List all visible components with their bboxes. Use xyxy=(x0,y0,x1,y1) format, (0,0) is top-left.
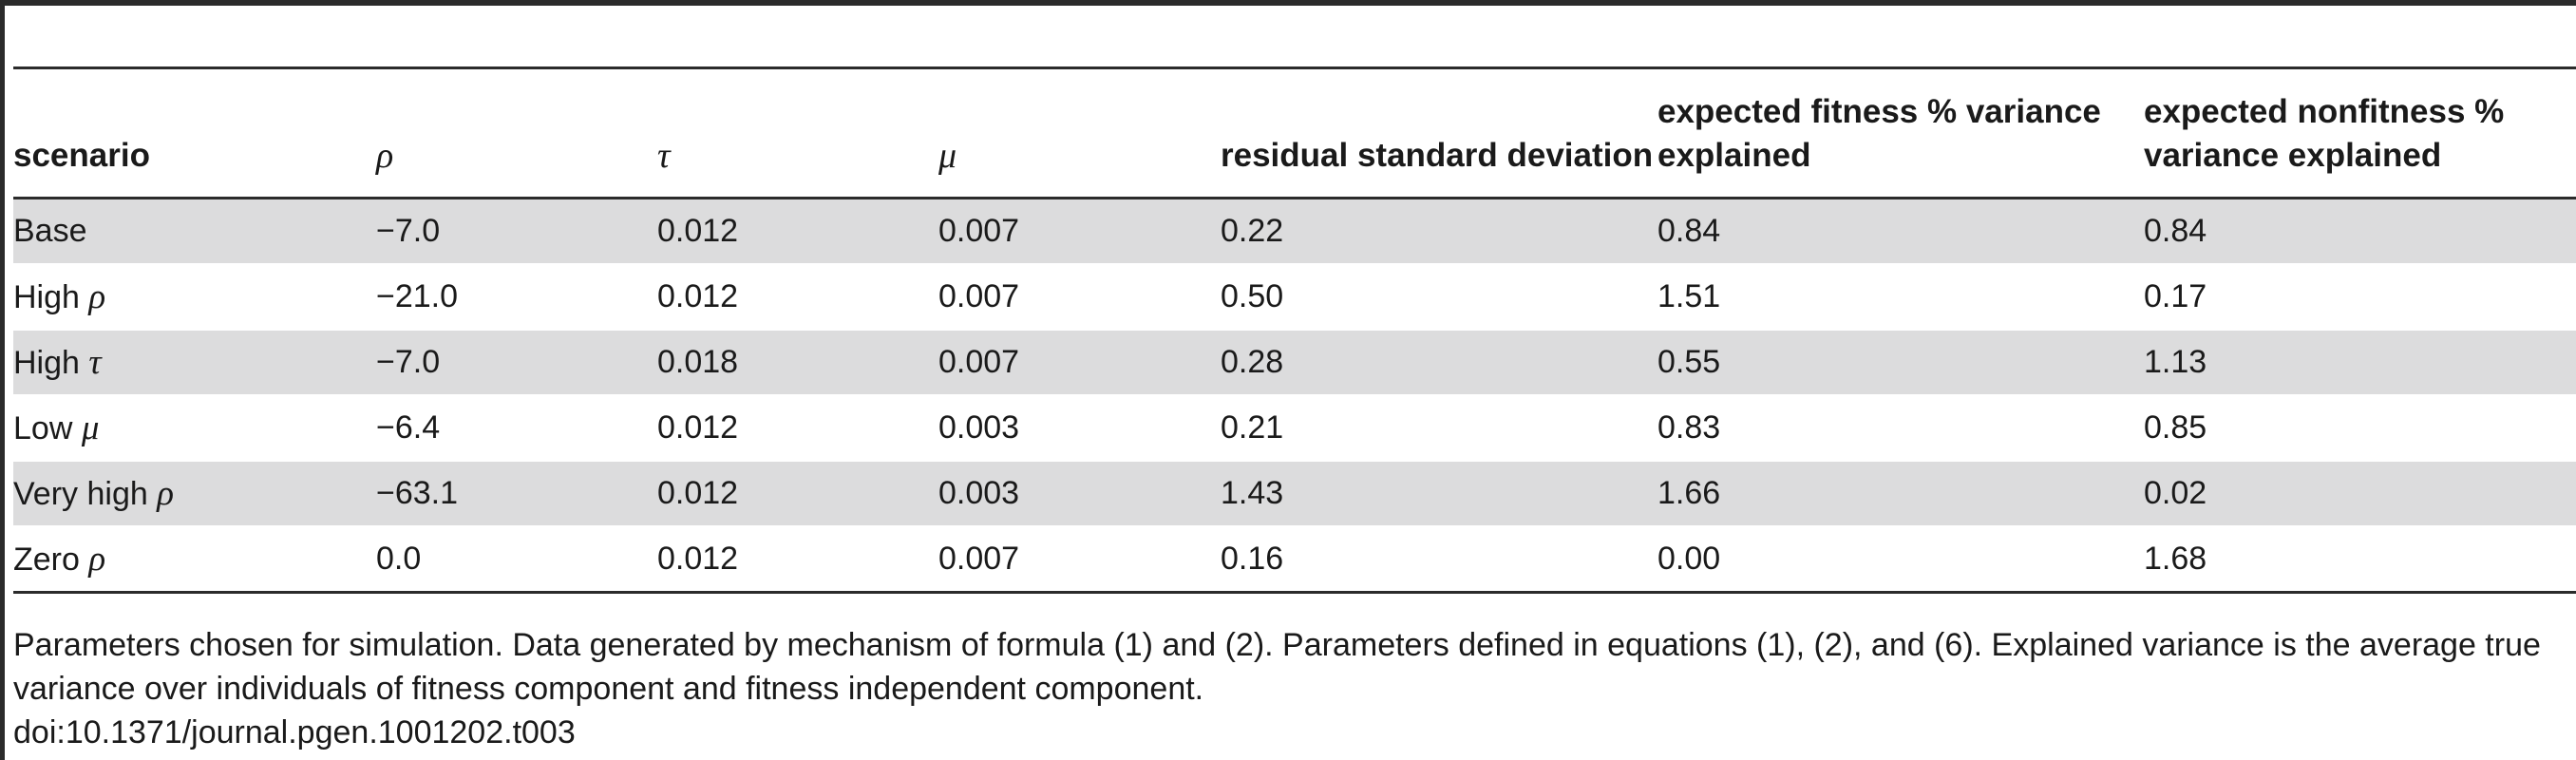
table-row: High τ −7.0 0.018 0.007 0.28 0.55 1.13 xyxy=(13,330,2576,395)
cell-scenario: Zero ρ xyxy=(13,540,106,579)
cell-fitness-variance: 1.51 xyxy=(1657,278,1721,314)
greek-symbol: μ xyxy=(81,408,100,447)
header-residual-sd: residual standard deviation xyxy=(1221,137,1654,174)
cell-mu: 0.003 xyxy=(938,461,1221,526)
cell-scenario: High ρ xyxy=(13,277,106,316)
simulation-parameters-table: scenario ρ τ μ residual standard deviati… xyxy=(13,66,2576,594)
cell-tau: 0.012 xyxy=(657,198,938,264)
cell-residual-sd: 0.16 xyxy=(1221,541,1284,577)
cell-residual-sd: 0.22 xyxy=(1221,198,1657,264)
table-header-row: scenario ρ τ μ residual standard deviati… xyxy=(13,67,2576,199)
cell-scenario: Very high ρ xyxy=(13,461,376,526)
cell-mu: 0.003 xyxy=(938,409,1020,446)
cell-tau: 0.012 xyxy=(657,461,938,526)
cell-scenario: Base xyxy=(13,198,376,264)
cell-rho: −7.0 xyxy=(376,330,657,395)
cell-tau: 0.018 xyxy=(657,330,938,395)
table-row: Very high ρ −63.1 0.012 0.003 1.43 1.66 … xyxy=(13,461,2576,526)
cell-residual-sd: 0.28 xyxy=(1221,330,1657,395)
cell-nonfitness-variance: 0.85 xyxy=(2144,409,2207,446)
table-footnote: Parameters chosen for simulation. Data g… xyxy=(13,627,2541,707)
cell-rho: −63.1 xyxy=(376,461,657,526)
header-fitness-variance: expected fitness % variance explained xyxy=(1657,93,2101,174)
cell-nonfitness-variance: 1.68 xyxy=(2144,541,2207,577)
greek-symbol: τ xyxy=(88,343,102,382)
top-border xyxy=(0,0,2576,6)
cell-fitness-variance: 0.00 xyxy=(1657,541,1721,577)
cell-nonfitness-variance: 0.17 xyxy=(2144,278,2207,314)
cell-fitness-variance: 0.83 xyxy=(1657,409,1721,446)
greek-symbol: ρ xyxy=(157,474,174,513)
header-rho: ρ xyxy=(376,136,394,176)
left-border xyxy=(0,0,5,760)
header-scenario: scenario xyxy=(13,137,150,174)
table-row: Base −7.0 0.012 0.007 0.22 0.84 0.84 xyxy=(13,198,2576,264)
cell-mu: 0.007 xyxy=(938,330,1221,395)
cell-residual-sd: 1.43 xyxy=(1221,461,1657,526)
cell-nonfitness-variance: 1.13 xyxy=(2144,330,2576,395)
cell-nonfitness-variance: 0.84 xyxy=(2144,198,2576,264)
cell-mu: 0.007 xyxy=(938,541,1020,577)
cell-tau: 0.012 xyxy=(657,278,739,314)
cell-nonfitness-variance: 0.02 xyxy=(2144,461,2576,526)
table-notes: Parameters chosen for simulation. Data g… xyxy=(13,623,2568,754)
header-nonfitness-variance: expected nonfitness % variance explained xyxy=(2144,93,2505,174)
greek-symbol: ρ xyxy=(88,540,106,579)
cell-rho: −21.0 xyxy=(376,278,459,314)
cell-fitness-variance: 1.66 xyxy=(1657,461,2144,526)
header-tau: τ xyxy=(657,136,671,176)
cell-fitness-variance: 0.55 xyxy=(1657,330,2144,395)
table-row: Zero ρ 0.0 0.012 0.007 0.16 0.00 1.68 xyxy=(13,526,2576,593)
cell-tau: 0.012 xyxy=(657,541,739,577)
cell-residual-sd: 0.21 xyxy=(1221,409,1284,446)
cell-mu: 0.007 xyxy=(938,278,1020,314)
greek-symbol: ρ xyxy=(88,277,106,316)
table-row: Low μ −6.4 0.012 0.003 0.21 0.83 0.85 xyxy=(13,395,2576,461)
table-row: High ρ −21.0 0.012 0.007 0.50 1.51 0.17 xyxy=(13,264,2576,330)
doi-text: doi:10.1371/journal.pgen.1001202.t003 xyxy=(13,714,576,750)
cell-rho: −7.0 xyxy=(376,198,657,264)
cell-rho: 0.0 xyxy=(376,541,422,577)
cell-residual-sd: 0.50 xyxy=(1221,278,1284,314)
cell-tau: 0.012 xyxy=(657,409,739,446)
cell-scenario: High τ xyxy=(13,330,376,395)
table-container: scenario ρ τ μ residual standard deviati… xyxy=(13,66,2576,594)
cell-mu: 0.007 xyxy=(938,198,1221,264)
header-mu: μ xyxy=(938,136,957,176)
cell-scenario: Low μ xyxy=(13,408,100,447)
cell-fitness-variance: 0.84 xyxy=(1657,198,2144,264)
cell-rho: −6.4 xyxy=(376,409,441,446)
